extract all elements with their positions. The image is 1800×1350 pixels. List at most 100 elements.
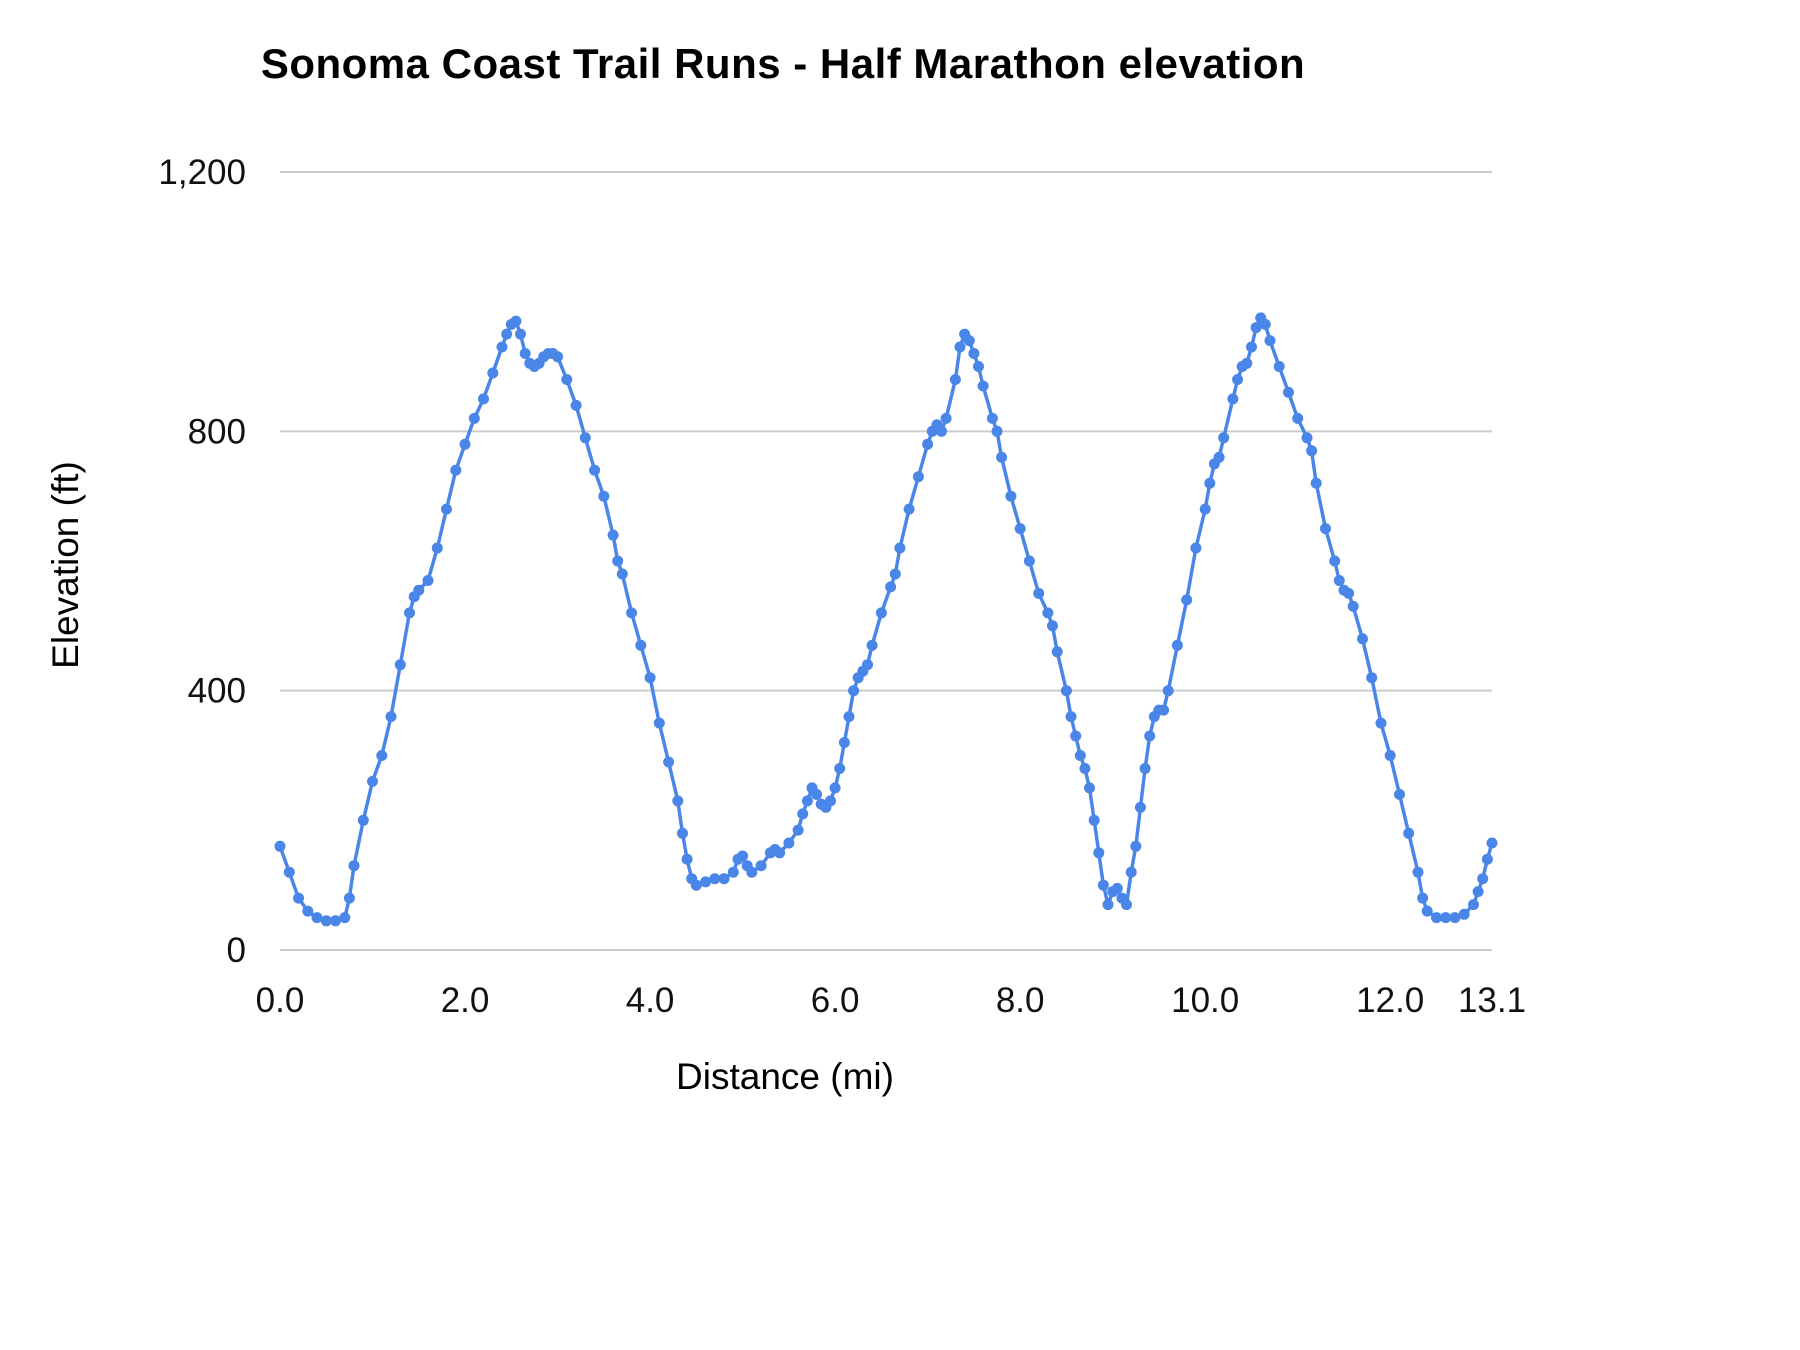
data-point bbox=[677, 827, 688, 839]
data-point bbox=[727, 866, 739, 878]
data-point bbox=[1384, 750, 1396, 761]
data-point bbox=[1171, 639, 1183, 651]
x-tick-labels: 0.0 2.0 4.0 6.0 8.0 10.0 12.0 13.1 bbox=[256, 981, 1526, 1020]
data-point bbox=[1181, 594, 1193, 606]
data-point bbox=[1241, 357, 1253, 369]
data-point bbox=[801, 795, 813, 807]
data-point bbox=[1199, 503, 1211, 515]
data-point bbox=[293, 892, 304, 904]
chart-title: Sonoma Coast Trail Runs - Half Marathon … bbox=[260, 40, 1306, 87]
data-point bbox=[1273, 361, 1285, 372]
data-point bbox=[644, 672, 656, 684]
data-point bbox=[1421, 905, 1433, 917]
data-point bbox=[1486, 837, 1498, 849]
series-line bbox=[278, 316, 1494, 923]
data-point bbox=[441, 503, 452, 515]
data-point bbox=[783, 837, 795, 849]
data-point bbox=[404, 607, 415, 619]
data-point bbox=[1357, 633, 1368, 645]
data-point bbox=[949, 374, 961, 385]
data-point bbox=[843, 711, 855, 723]
data-point bbox=[1412, 866, 1424, 878]
data-point bbox=[501, 328, 513, 340]
data-series-elevation bbox=[274, 312, 1498, 927]
data-point bbox=[1097, 879, 1109, 891]
data-point bbox=[811, 788, 823, 800]
data-point bbox=[663, 756, 675, 768]
data-point bbox=[866, 639, 878, 651]
data-point bbox=[755, 860, 767, 872]
data-point bbox=[1213, 451, 1225, 463]
data-point bbox=[936, 425, 947, 437]
data-point bbox=[311, 912, 323, 924]
data-point bbox=[1014, 523, 1026, 535]
x-tick-label: 12.0 bbox=[1356, 981, 1424, 1020]
data-point bbox=[1093, 847, 1105, 859]
data-point bbox=[1394, 788, 1405, 800]
data-point bbox=[1449, 912, 1461, 924]
data-point bbox=[922, 438, 934, 450]
data-point bbox=[862, 659, 873, 671]
data-point bbox=[450, 464, 462, 476]
x-tick-label: 0.0 bbox=[256, 981, 305, 1020]
data-point bbox=[598, 490, 610, 502]
data-point bbox=[825, 795, 836, 807]
data-point bbox=[774, 847, 786, 859]
data-point bbox=[792, 824, 804, 836]
data-point bbox=[1218, 432, 1230, 444]
data-point bbox=[431, 542, 443, 554]
data-point bbox=[1431, 912, 1442, 924]
data-point bbox=[940, 412, 952, 424]
data-point bbox=[348, 860, 360, 872]
data-point bbox=[589, 464, 601, 476]
data-point bbox=[1246, 341, 1257, 353]
data-point bbox=[385, 711, 397, 723]
data-point bbox=[829, 782, 841, 794]
data-point bbox=[1283, 386, 1294, 398]
data-point bbox=[1111, 882, 1123, 894]
data-point bbox=[1102, 899, 1114, 911]
data-point bbox=[496, 341, 508, 353]
data-point bbox=[1130, 840, 1142, 852]
data-point bbox=[570, 399, 582, 411]
data-point bbox=[1158, 704, 1170, 716]
data-point bbox=[1472, 886, 1484, 898]
data-point bbox=[1250, 322, 1262, 334]
data-point bbox=[797, 808, 809, 820]
data-point bbox=[330, 915, 341, 927]
data-point bbox=[1403, 827, 1415, 839]
data-point bbox=[561, 374, 573, 385]
data-point bbox=[737, 850, 749, 862]
data-point bbox=[848, 685, 860, 697]
data-point bbox=[1306, 445, 1318, 457]
data-point bbox=[1292, 412, 1304, 424]
data-point bbox=[422, 575, 434, 586]
data-point bbox=[1144, 730, 1156, 742]
data-point bbox=[653, 717, 665, 729]
data-point bbox=[986, 412, 998, 424]
data-point bbox=[1204, 477, 1216, 489]
data-point bbox=[519, 348, 531, 359]
data-point bbox=[1333, 575, 1345, 586]
data-point bbox=[875, 607, 887, 619]
data-point bbox=[635, 639, 647, 651]
data-point bbox=[681, 853, 693, 865]
data-point bbox=[1320, 523, 1331, 535]
data-point bbox=[1023, 555, 1035, 567]
data-point bbox=[1259, 318, 1271, 330]
data-point bbox=[894, 542, 906, 554]
data-point bbox=[709, 873, 721, 885]
x-tick-label: 4.0 bbox=[626, 981, 675, 1020]
data-point bbox=[1301, 432, 1313, 444]
data-point bbox=[991, 425, 1003, 437]
data-point bbox=[1074, 750, 1086, 761]
data-point bbox=[1121, 899, 1132, 911]
data-point bbox=[1417, 892, 1429, 904]
data-point bbox=[1162, 685, 1174, 697]
y-tick-label: 800 bbox=[188, 412, 246, 451]
data-point bbox=[1033, 587, 1045, 599]
x-tick-label: 13.1 bbox=[1458, 981, 1526, 1020]
data-point bbox=[1190, 542, 1202, 554]
data-point bbox=[1134, 801, 1146, 813]
data-point bbox=[339, 912, 351, 924]
